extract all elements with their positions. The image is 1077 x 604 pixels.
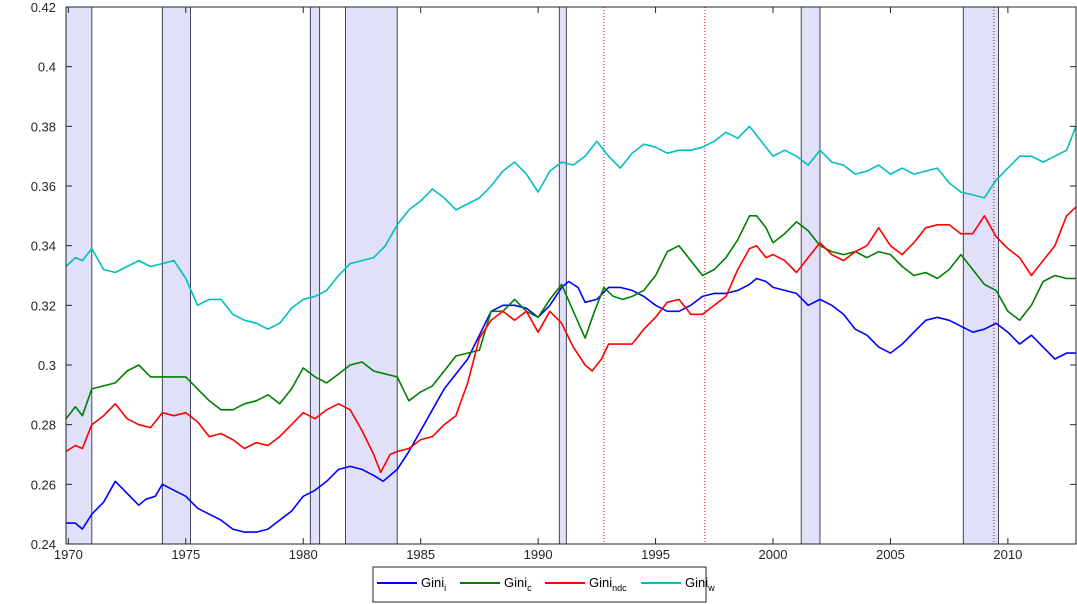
legend: Ginii Ginic Ginindc Giniw [372, 566, 715, 603]
y-tick-label: 0.42 [31, 0, 56, 15]
shaded-period-0 [65, 6, 93, 545]
x-tick-label: 2010 [993, 547, 1022, 562]
series-line-ndc [65, 206, 1077, 474]
x-tick-label: 1975 [171, 547, 200, 562]
shaded-periods [65, 6, 999, 545]
legend-label-c: Ginic [504, 575, 532, 593]
shaded-period-2 [309, 6, 321, 545]
y-tick-label: 0.34 [31, 239, 56, 254]
legend-label-ndc: Ginindc [589, 575, 627, 593]
y-tick-label: 0.32 [31, 298, 56, 313]
x-tick-label: 2000 [759, 547, 788, 562]
x-tick-label: 1990 [524, 547, 553, 562]
series-line-c [65, 215, 1076, 420]
legend-label-i: Ginii [421, 575, 446, 593]
x-tick-label: 1970 [54, 547, 83, 562]
series-line-w [65, 125, 1077, 331]
shaded-period-4 [558, 6, 567, 545]
shaded-period-1 [161, 6, 191, 545]
y-tick-label: 0.28 [31, 418, 56, 433]
y-tick-label: 0.4 [38, 60, 56, 75]
x-tick-label: 2005 [876, 547, 905, 562]
legend-box [372, 566, 707, 603]
legend-label-w: Giniw [685, 575, 715, 593]
x-tick-label: 1995 [641, 547, 670, 562]
y-tick-label: 0.26 [31, 477, 56, 492]
shaded-period-5 [800, 6, 821, 545]
shaded-period-3 [345, 6, 398, 545]
x-tick-label: 1985 [406, 547, 435, 562]
vertical-markers [603, 7, 995, 544]
y-tick-label: 0.38 [31, 119, 56, 134]
shaded-period-6 [962, 6, 999, 545]
y-tick-label: 0.3 [38, 358, 56, 373]
series-line-i [66, 277, 1076, 533]
series-lines [65, 125, 1077, 533]
axis-ticks: 1970 1975 1980 1985 1990 1995 2000 2005 2010 0.24… [31, 0, 1076, 562]
y-tick-label: 0.24 [31, 537, 56, 552]
plot-frame [65, 6, 1077, 545]
x-tick-label: 1980 [289, 547, 318, 562]
y-tick-label: 0.36 [31, 179, 56, 194]
